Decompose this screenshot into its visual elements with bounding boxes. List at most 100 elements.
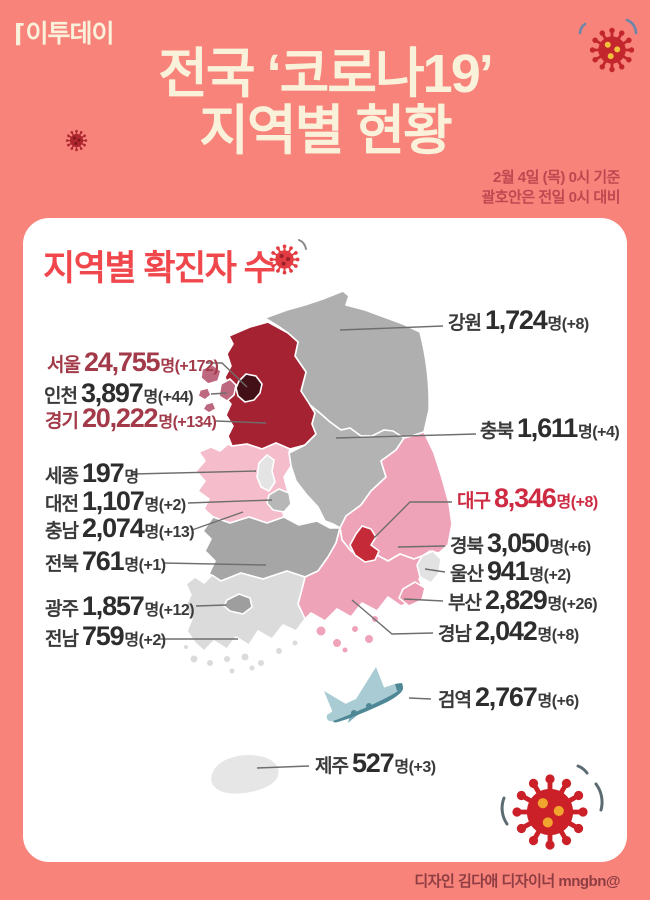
region-value: 8,346 [493, 483, 557, 513]
leader-line-seoul [206, 362, 248, 388]
region-label-quarantine: 검역 2,767 명(+6) [438, 682, 579, 713]
map-region-incheon-islet-1 [197, 387, 212, 401]
region-label-gyeongnam: 경남 2,042 명(+8) [438, 616, 579, 647]
region-name: 인천 [44, 386, 78, 407]
region-label-chungnam: 충남 2,074 명(+13) [45, 513, 195, 544]
map-region-ulsan [416, 550, 442, 584]
region-delta: 명(+4) [578, 424, 620, 441]
region-name: 강원 [448, 313, 482, 334]
region-name: 검역 [438, 690, 472, 711]
leader-line-quarantine [408, 697, 432, 700]
region-label-jeonbuk: 전북 761 명(+1) [45, 546, 166, 577]
section-title: 지역별 확진자 수 [43, 249, 276, 288]
region-delta: 명(+6) [537, 693, 580, 710]
region-delta: 명(+6) [549, 539, 592, 556]
region-label-jeonnam: 전남 759 명(+2) [45, 621, 166, 652]
map-region-sejong [256, 454, 276, 492]
region-label-gyeonggi: 경기 20,222 명(+134) [45, 403, 217, 434]
region-value: 1,724 [484, 305, 548, 335]
airplane-icon [324, 667, 404, 723]
region-value: 759 [81, 621, 125, 651]
region-value: 20,222 [81, 403, 159, 433]
region-name: 전북 [45, 554, 79, 575]
region-label-daejeon: 대전 1,107 명(+2) [45, 486, 186, 517]
region-label-incheon: 인천 3,897 명(+44) [44, 378, 194, 409]
region-name: 충남 [45, 521, 79, 542]
leader-line-chungbuk [335, 433, 477, 439]
region-value: 2,767 [474, 682, 538, 712]
region-value: 197 [81, 458, 125, 488]
reference-date-line1: 2월 4일 (목) 0시 기준 [493, 169, 620, 186]
region-delta: 명(+172) [160, 358, 219, 375]
leader-line-daegu [373, 501, 452, 539]
region-value: 2,074 [81, 513, 145, 543]
brand-quote-mark: ⌈ [14, 20, 25, 48]
reference-date: 2월 4일 (목) 0시 기준 괄호안은 전일 0시 대비 [481, 168, 620, 209]
region-label-chungbuk: 충북 1,611 명(+4) [480, 413, 620, 444]
region-value: 1,107 [81, 486, 145, 516]
region-label-busan: 부산 2,829 명(+26) [448, 585, 598, 616]
korea-map [184, 290, 453, 796]
region-label-gangwon: 강원 1,724 명(+8) [448, 305, 589, 336]
region-name: 전남 [45, 629, 79, 650]
region-value: 1,611 [516, 413, 578, 443]
region-label-ulsan: 울산 941 명(+2) [450, 556, 571, 587]
leader-line-sejong [132, 470, 257, 475]
region-name: 대구 [457, 491, 491, 512]
map-region-incheon-islet-2 [202, 401, 217, 414]
region-value: 527 [351, 748, 395, 778]
region-name: 울산 [450, 564, 484, 585]
region-name: 충북 [480, 421, 514, 442]
virus-motion-dash-1 [625, 18, 638, 35]
region-label-gyeongbuk: 경북 3,050 명(+6) [450, 528, 591, 559]
virus-motion-dash-2 [578, 22, 587, 35]
region-label-seoul: 서울 24,755 명(+172) [47, 347, 219, 378]
region-value: 941 [486, 556, 530, 586]
region-delta: 명(+2) [529, 567, 571, 584]
leader-line-gwangju [195, 604, 227, 607]
designer-credit: 디자인 김다애 디자이너 mngbn@ [414, 873, 620, 890]
region-delta: 명(+44) [143, 389, 194, 406]
virus-icon-small-left [65, 129, 88, 152]
leader-line-gyeonggi [215, 420, 267, 424]
leader-line-daejeon [187, 499, 273, 504]
region-value: 3,050 [486, 528, 550, 558]
map-region-incheon-mainland [218, 378, 237, 402]
leader-line-gyeongbuk [397, 545, 446, 548]
region-name: 서울 [47, 355, 81, 376]
leader-line-incheon [210, 392, 228, 395]
region-delta: 명(+134) [158, 414, 217, 431]
virus-dash-section [298, 239, 307, 250]
virus-paren-tick [576, 764, 589, 775]
region-delta: 명(+2) [144, 497, 187, 514]
map-region-gwangju [223, 593, 253, 615]
map-region-jeju [209, 753, 280, 796]
region-name: 세종 [45, 466, 79, 487]
region-name: 경북 [450, 536, 484, 557]
leader-line-chungnam [191, 511, 244, 531]
region-delta: 명(+1) [124, 557, 166, 574]
region-label-daegu: 대구 8,346 명(+8) [457, 483, 598, 514]
leader-line-jeonbuk [162, 562, 267, 566]
region-delta: 명(+13) [144, 524, 195, 541]
virus-icon-header [589, 27, 635, 73]
page-title: 전국 ‘코로나19’ 지역별 현황 [0, 44, 650, 162]
leader-lines [132, 325, 477, 769]
region-value: 3,897 [80, 378, 144, 408]
virus-paren-left [500, 796, 509, 826]
region-name: 부산 [448, 593, 482, 614]
jeonnam-islands [183, 639, 299, 675]
region-delta: 명 [124, 469, 139, 486]
virus-icon-large [512, 774, 588, 850]
region-value: 2,829 [484, 585, 548, 615]
map-region-seoul [235, 373, 263, 403]
brand-logo: ⌈이투데이 [14, 14, 114, 50]
region-name: 광주 [45, 599, 79, 620]
region-delta: 명(+2) [124, 632, 166, 649]
page-title-line2: 지역별 현황 [199, 101, 452, 162]
leader-line-busan [403, 598, 444, 602]
region-delta: 명(+8) [556, 494, 599, 511]
page-title-line1: 전국 ‘코로나19’ [158, 44, 493, 104]
